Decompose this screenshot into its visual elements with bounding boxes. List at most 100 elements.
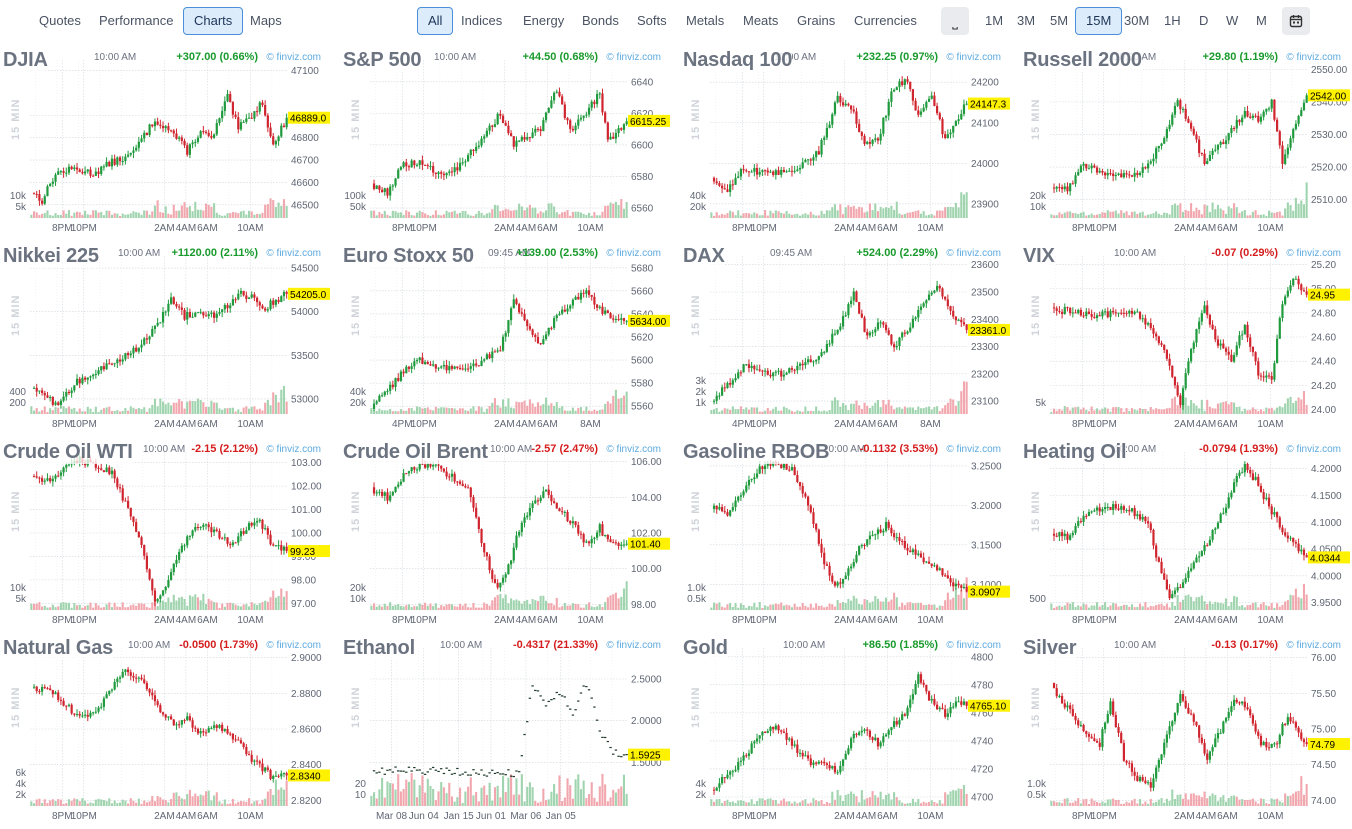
chart-title[interactable]: Gold (683, 636, 728, 660)
finviz-brand-link[interactable]: © finviz.com (946, 444, 1001, 455)
volume-bar (1050, 214, 1053, 218)
filter-grains[interactable]: Grains (797, 13, 836, 28)
filter-energy[interactable]: Energy (523, 13, 565, 28)
chart-title[interactable]: DJIA (3, 48, 48, 72)
filter-metals[interactable]: Metals (686, 13, 725, 28)
candle-body (472, 149, 475, 151)
filter-all[interactable]: All (417, 7, 454, 35)
nav-charts[interactable]: Charts (183, 7, 244, 35)
candle-body (81, 715, 84, 717)
filter-softs[interactable]: Softs (637, 13, 667, 28)
chart-title[interactable]: S&P 500 (343, 48, 422, 72)
chart-gasoline-rbob[interactable]: 3.2500 3.2000 3.1500 3.1000 8PM 10PM 2AM 4AM 6AM… (680, 440, 1010, 630)
finviz-brand-link[interactable]: © finviz.com (266, 640, 321, 651)
candle-body (375, 492, 378, 494)
timeframe-w[interactable]: W (1226, 13, 1239, 28)
candle-body (1216, 144, 1220, 150)
timeframe-15m[interactable]: 15M (1075, 7, 1123, 35)
finviz-brand-link[interactable]: © finviz.com (1286, 248, 1341, 259)
candle-body (43, 196, 46, 204)
timeframe-d[interactable]: D (1199, 13, 1209, 28)
chart-title[interactable]: Natural Gas (3, 636, 114, 660)
candle-body (566, 511, 569, 522)
volume-bar (215, 402, 218, 414)
filter-bonds[interactable]: Bonds (582, 13, 619, 28)
finviz-brand-link[interactable]: © finviz.com (1286, 444, 1341, 455)
chart-vix[interactable]: 25.2025.0024.8024.6024.4024.2024.008PM10… (1020, 244, 1350, 434)
volume-bar (871, 601, 874, 610)
chart-title[interactable]: Crude Oil Brent (343, 440, 488, 464)
finviz-brand-link[interactable]: © finviz.com (606, 640, 661, 651)
candle-body (426, 463, 429, 468)
volume-bar (247, 798, 251, 806)
chart-title[interactable]: Ethanol (343, 636, 415, 660)
volume-bar (609, 202, 612, 218)
chart-crude-oil-wti[interactable]: 103.00 102.00 101.00 100.00 99.00 98.00 97.00 8… (0, 440, 330, 630)
chart-dax[interactable]: 23600 23500 23400 23300 23200 23100 4PM 10PM 2AM… (680, 244, 1010, 434)
timeframe-m[interactable]: M (1256, 13, 1267, 28)
nav-performance[interactable]: Performance (99, 13, 174, 28)
chart-russell-2000[interactable]: 2550.00 2540.00 2530.00 2520.00 2510.00 8PM 10… (1020, 48, 1350, 238)
timeframe-1h[interactable]: 1H (1164, 13, 1181, 28)
chart-euro-stoxx-50[interactable]: 56805660564056205600558055604PM10PM2AM4A… (340, 244, 670, 434)
candle-body (191, 142, 194, 145)
chart-gold[interactable]: 4800 4780 4760 4740 4720 4700 8PM 10PM 2AM 4AM 6AM… (680, 636, 1010, 826)
spacebar-icon[interactable]: ⎵ (941, 7, 969, 35)
volume-bar (167, 802, 170, 806)
finviz-brand-link[interactable]: © finviz.com (1286, 52, 1341, 63)
chart-title[interactable]: DAX (683, 244, 725, 268)
candle-body (563, 104, 566, 119)
volume-bar (1278, 406, 1281, 414)
volume-bar (407, 604, 411, 610)
finviz-brand-link[interactable]: © finviz.com (606, 52, 661, 63)
chart-title[interactable]: Euro Stoxx 50 (343, 244, 474, 268)
nav-maps[interactable]: Maps (250, 13, 282, 28)
volume-bar (448, 212, 451, 218)
chart-title[interactable]: Nasdaq 100 (683, 48, 793, 72)
volume-bar (710, 799, 713, 806)
chart-nasdaq-100[interactable]: 24200 24100 24000 23900 8PM 10PM 2AM 4AM 6AM 10AM… (680, 48, 1010, 238)
volume-bar (445, 793, 448, 806)
chart-silver[interactable]: 76.00 75.50 75.00 74.50 74.00 8PM 10PM 2AM 4AM 6A… (1020, 636, 1350, 826)
finviz-brand-link[interactable]: © finviz.com (606, 444, 661, 455)
chart-nikkei-225[interactable]: 54500 54000 53500 53000 8PM 10PM 2AM 4AM 6AM 10AM… (0, 244, 330, 434)
volume-bar (1058, 408, 1061, 414)
timeframe-3m[interactable]: 3M (1017, 13, 1036, 28)
finviz-brand-link[interactable]: © finviz.com (946, 640, 1001, 651)
chart-crude-oil-brent[interactable]: 106.00 104.00 102.00 100.00 98.00 8PM 10PM 2AM 4… (340, 440, 670, 630)
finviz-brand-link[interactable]: © finviz.com (946, 248, 1001, 259)
filter-indices[interactable]: Indices (461, 13, 503, 28)
candle-body (423, 361, 427, 364)
volume-bar (772, 408, 775, 414)
calendar-icon[interactable] (1282, 7, 1310, 35)
chart-title[interactable]: Heating Oil (1023, 440, 1127, 464)
finviz-brand-link[interactable]: © finviz.com (266, 52, 321, 63)
candle-body (817, 529, 820, 544)
volume-bar (1254, 409, 1257, 414)
finviz-brand-link[interactable]: © finviz.com (946, 52, 1001, 63)
chart-djia[interactable]: 4710046900468004670046600465008PM10PM2AM… (0, 48, 330, 238)
chart-title[interactable]: Crude Oil WTI (3, 440, 133, 464)
filter-meats[interactable]: Meats (743, 13, 779, 28)
candle-body (483, 543, 486, 553)
chart-ethanol[interactable]: 2.5000 2.0000 1.5000 Mar 08 Jun 04 Jan 15 Jun … (340, 636, 670, 826)
candle-body (1235, 345, 1238, 356)
chart-heating-oil[interactable]: 4.2000 4.1500 4.1000 4.0500 4.0000 3.9500 8PM 1… (1020, 440, 1350, 630)
candle-body (1173, 105, 1177, 115)
chart-s-p-500[interactable]: 6640 6620 6600 6580 6560 8PM 10PM 2AM 4AM 6AM 10AM… (340, 48, 670, 238)
timeframe-30m[interactable]: 30M (1124, 13, 1150, 28)
candle-body (458, 367, 462, 369)
chart-title[interactable]: VIX (1023, 244, 1055, 268)
timeframe-1m[interactable]: 1M (985, 13, 1004, 28)
finviz-brand-link[interactable]: © finviz.com (266, 248, 321, 259)
finviz-brand-link[interactable]: © finviz.com (606, 248, 661, 259)
chart-title[interactable]: Nikkei 225 (3, 244, 99, 268)
nav-quotes[interactable]: Quotes (39, 13, 81, 28)
chart-title[interactable]: Gasoline RBOB (683, 440, 830, 464)
chart-natural-gas[interactable]: 2.9000 2.8800 2.8600 2.8400 2.8200 8PM 10PM 2AM… (0, 636, 330, 826)
filter-currencies[interactable]: Currencies (854, 13, 917, 28)
chart-title[interactable]: Russell 2000 (1023, 48, 1142, 72)
volume-bar (73, 212, 76, 218)
timeframe-5m[interactable]: 5M (1050, 13, 1069, 28)
finviz-brand-link[interactable]: © finviz.com (266, 444, 321, 455)
